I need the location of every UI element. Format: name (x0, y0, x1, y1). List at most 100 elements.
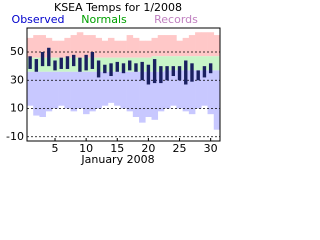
observed-bar (84, 54, 88, 71)
record-high-band (101, 40, 109, 58)
normal-band (195, 56, 202, 71)
normal-band (176, 56, 183, 71)
record-high-band (163, 35, 171, 57)
record-low-band (188, 70, 196, 115)
observed-bar (109, 63, 113, 77)
observed-bar (40, 52, 45, 67)
record-low-band (157, 71, 165, 112)
observed-bar (47, 47, 51, 67)
record-high-band (176, 40, 183, 57)
record-low-band (27, 71, 34, 106)
record-low-band (95, 71, 103, 109)
observed-bar (196, 70, 200, 81)
record-low-band (114, 71, 121, 106)
record-high-band (195, 32, 202, 57)
observed-bar (59, 57, 63, 69)
record-high-band (95, 37, 103, 58)
observed-bar (115, 61, 119, 72)
record-high-band (70, 35, 78, 58)
normal-band (201, 56, 208, 71)
y-tick-label: 50 (10, 45, 24, 58)
chart-title: KSEA Temps for 1/2008 (54, 1, 182, 14)
x-tick-label: 10 (79, 142, 93, 155)
record-high-band (201, 32, 208, 57)
record-high-band (145, 40, 152, 58)
observed-bar (78, 57, 82, 72)
record-high-band (33, 35, 40, 58)
record-high-band (27, 37, 34, 58)
record-high-band (83, 35, 90, 58)
legend-entry: Records (154, 13, 198, 26)
observed-bar (171, 66, 176, 77)
record-low-band (151, 71, 159, 120)
observed-bar (90, 52, 95, 69)
record-low-band (201, 70, 208, 106)
observed-bar (177, 66, 182, 81)
record-high-band (120, 40, 127, 58)
observed-bar (128, 60, 132, 71)
observed-bar (71, 54, 76, 67)
record-high-band (151, 37, 159, 57)
observed-bar (202, 66, 207, 78)
x-tick-label: 5 (52, 142, 59, 155)
observed-bar (184, 60, 188, 85)
normal-band (213, 56, 221, 71)
record-high-band (126, 35, 134, 58)
record-low-band (51, 71, 59, 109)
record-low-band (213, 70, 221, 130)
observed-bar (152, 59, 157, 84)
record-high-band (89, 35, 96, 58)
observed-bar (121, 63, 126, 74)
observed-bar (103, 64, 107, 74)
record-high-band (58, 40, 65, 58)
record-low-band (139, 71, 146, 123)
normal-band (163, 56, 171, 71)
record-high-band (39, 35, 46, 58)
record-low-band (145, 71, 152, 117)
observed-bar (208, 63, 213, 74)
record-high-band (76, 32, 84, 58)
record-high-band (213, 35, 221, 57)
record-low-band (101, 71, 109, 106)
page: KSEA Temps for 1/2008 January 2008 Obser… (6, 1, 221, 166)
record-high-band (107, 37, 115, 58)
x-tick-label: 30 (204, 142, 218, 155)
normal-band (170, 56, 177, 71)
x-tick-label: 15 (110, 142, 124, 155)
observed-bar (34, 59, 39, 72)
record-low-band (58, 71, 65, 106)
record-low-band (207, 70, 215, 115)
record-low-band (120, 71, 127, 109)
observed-bar (53, 60, 57, 71)
y-tick-label: 10 (10, 102, 24, 115)
record-high-band (188, 35, 196, 57)
legend-entry: Observed (12, 13, 65, 26)
record-low-band (126, 71, 134, 112)
record-low-band (163, 70, 171, 109)
record-low-band (132, 71, 140, 117)
observed-bar (134, 63, 138, 72)
observed-bar (165, 66, 169, 81)
y-tick-label: -10 (6, 130, 24, 143)
record-high-band (139, 40, 146, 58)
record-low-band (182, 70, 190, 112)
record-low-band (107, 71, 115, 103)
normal-band (157, 56, 165, 72)
record-low-band (176, 70, 183, 109)
legend-entry: Normals (81, 13, 127, 26)
record-high-band (157, 35, 165, 57)
record-high-band (170, 35, 177, 57)
observed-bar (159, 66, 163, 84)
record-low-band (33, 71, 40, 116)
record-high-band (207, 32, 215, 57)
observed-bar (28, 56, 32, 69)
y-tick-label: 30 (10, 73, 24, 86)
observed-bar (140, 61, 144, 81)
record-high-band (64, 37, 71, 58)
record-high-band (182, 37, 190, 57)
record-low-band (70, 71, 78, 112)
x-tick-label: 20 (141, 142, 155, 155)
record-low-band (170, 70, 177, 106)
record-low-band (195, 70, 202, 109)
record-high-band (51, 40, 59, 58)
